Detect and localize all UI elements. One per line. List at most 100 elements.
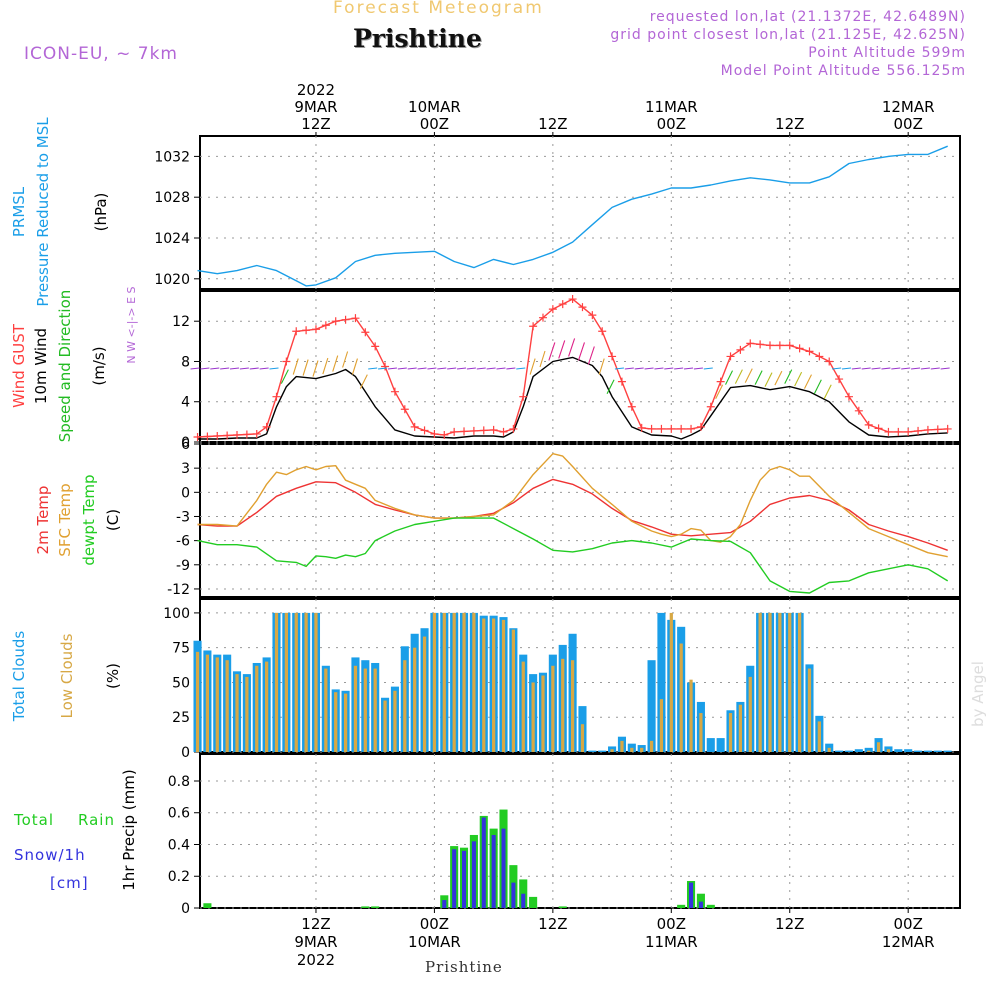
clouds-unit: (%)	[104, 663, 122, 689]
gust-marker	[637, 423, 646, 432]
gust-marker	[795, 344, 804, 353]
wind-direction-arrow	[269, 367, 279, 370]
top-time-label: 12Z	[538, 115, 567, 133]
wind-direction-arrow	[387, 367, 397, 370]
gust-marker	[361, 328, 370, 337]
snow-bar	[481, 817, 486, 908]
rain-bar	[361, 906, 370, 908]
gust-marker	[341, 315, 350, 324]
top-time-label: 00Z	[420, 115, 449, 133]
low-cloud-bar	[363, 668, 367, 752]
gust-marker	[233, 430, 242, 439]
gust-marker	[410, 422, 419, 431]
low-cloud-bar	[620, 740, 624, 752]
gust-marker	[223, 431, 232, 440]
top-time-label: 00Z	[657, 115, 686, 133]
bottom-time-label: 00Z	[893, 915, 922, 933]
wind-compass: N W <-|-> E S	[125, 286, 138, 363]
wind-direction-arrow	[417, 367, 427, 370]
gust-marker	[914, 426, 923, 435]
wind-direction-arrow	[754, 370, 763, 385]
temp-dewpt-line	[197, 517, 949, 594]
low-cloud-bar	[353, 665, 358, 752]
wind-direction-arrow	[539, 350, 546, 368]
gust-marker	[815, 352, 824, 361]
rain-bar	[203, 903, 212, 908]
low-cloud-bar	[570, 660, 575, 752]
total-cloud-bar	[706, 738, 715, 752]
total-cloud-bar	[835, 750, 844, 752]
gust-marker	[617, 377, 626, 386]
low-cloud-bar	[640, 747, 644, 752]
gust-marker	[627, 402, 636, 411]
pressure-ytick-label: 1024	[154, 231, 190, 247]
bottom-time-label: 00Z	[420, 915, 449, 933]
total-cloud-bar	[904, 749, 913, 752]
wind-direction-arrow	[476, 367, 486, 370]
precip-label-rain: Rain	[78, 811, 115, 829]
low-cloud-bar	[679, 643, 683, 752]
gust-marker	[311, 325, 320, 334]
snow-bar	[471, 841, 476, 908]
wind-direction-arrow	[229, 367, 240, 370]
wind-direction-arrow	[496, 367, 506, 370]
wind-direction-arrow	[378, 367, 388, 370]
gust-marker	[943, 424, 952, 433]
wind-direction-arrow	[351, 358, 358, 375]
total-cloud-bar	[884, 746, 893, 752]
low-cloud-bar	[492, 618, 496, 752]
wind-direction-arrow	[529, 358, 536, 375]
wind-direction-arrow	[427, 367, 437, 370]
wind-unit: (m/s)	[90, 346, 108, 385]
total-cloud-bar	[943, 750, 952, 752]
gust-marker	[904, 427, 913, 436]
low-cloud-bar	[649, 740, 654, 752]
snow-bar	[442, 900, 447, 908]
temp-label-dewpt: dewpt Temp	[80, 474, 98, 565]
banner-title: Forecast Meteogram	[333, 0, 544, 18]
gridpoint-coords: grid point closest lon,lat (21.125E, 42.…	[610, 27, 966, 43]
low-cloud-bar	[817, 721, 821, 752]
top-time-label: 11MAR	[645, 98, 698, 116]
gust-marker	[844, 392, 853, 401]
wind-direction-arrow	[368, 367, 378, 370]
gust-marker	[785, 341, 794, 350]
bottom-time-label: 12Z	[775, 915, 804, 933]
precip-unit: 1hr Precip (mm)	[120, 769, 138, 890]
gust-marker	[371, 342, 380, 351]
gust-marker	[677, 424, 686, 433]
temp-unit: (C)	[104, 509, 122, 531]
low-cloud-bar	[561, 658, 565, 752]
clouds-ytick-label: 100	[163, 606, 190, 622]
wind-direction-arrow	[794, 371, 803, 387]
wind-direction-arrow	[832, 367, 842, 370]
wind-direction-arrow	[881, 367, 891, 370]
precip-ytick-label: 0	[181, 901, 190, 917]
low-cloud-bar	[778, 612, 782, 752]
wind-direction-arrow	[784, 369, 793, 384]
gust-marker	[390, 387, 399, 396]
wind-direction-arrow	[280, 369, 289, 384]
rain-bar	[519, 879, 528, 908]
gust-marker	[805, 347, 814, 356]
wind-direction-arrow	[734, 369, 743, 384]
temp-label-sfc: SFC Temp	[56, 483, 74, 556]
gust-marker	[479, 426, 488, 435]
wind-direction-arrow	[813, 379, 822, 394]
total-cloud-bar	[588, 750, 597, 752]
precip-ytick-label: 0.6	[168, 806, 190, 822]
pressure-frame	[199, 135, 961, 290]
gust-marker	[272, 392, 281, 401]
gust-marker	[331, 317, 340, 326]
low-cloud-bar	[403, 660, 407, 752]
top-time-label: 2022	[297, 81, 335, 99]
low-cloud-bar	[807, 668, 812, 752]
wind-direction-arrow	[624, 367, 634, 370]
low-cloud-bar	[304, 612, 308, 752]
low-cloud-bar	[630, 747, 634, 752]
bottom-time-label: 00Z	[657, 915, 686, 933]
wind-direction-arrow	[774, 370, 783, 386]
wind-direction-arrow	[683, 367, 694, 370]
gust-marker	[420, 426, 429, 435]
low-cloud-bar	[669, 612, 673, 752]
